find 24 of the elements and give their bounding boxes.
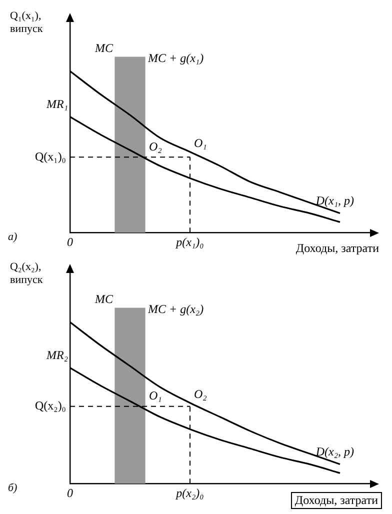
annotation: O₂ (149, 139, 162, 154)
x-axis-title: Доходы, затрати (292, 241, 382, 256)
annotation: O₂ (194, 386, 207, 401)
y-axis-title: Q₂(x₂), випуск (10, 261, 44, 287)
text: MC (95, 292, 113, 308)
annotation: MC + g(x₁) (148, 51, 204, 66)
series-label: MR₁ (46, 96, 68, 111)
x-axis-title: Доходы, затрати (290, 492, 382, 509)
ref-line-label: Q(x₁)₀ (34, 149, 66, 164)
x-tick-label: p(x₁)₀ (175, 234, 204, 249)
text: MC (95, 41, 113, 56)
x-tick-label: 0 (67, 486, 73, 500)
series-label: D(x₁, p) (314, 193, 354, 208)
annotation: O₁ (194, 136, 207, 150)
x-tick-label: 0 (67, 234, 73, 249)
annotation: O₁ (149, 388, 162, 403)
annotation: MC + g(x₂) (148, 302, 204, 318)
text: а) (8, 231, 18, 243)
series-label: MR₂ (46, 348, 68, 362)
text: б) (8, 482, 18, 494)
series-label: D(x₂, p) (314, 444, 354, 458)
y-axis-title: Q₁(x₁), випуск (10, 10, 44, 36)
ref-line-label: Q(x₂)₀ (34, 398, 66, 413)
x-tick-label: p(x₂)₀ (175, 486, 204, 500)
